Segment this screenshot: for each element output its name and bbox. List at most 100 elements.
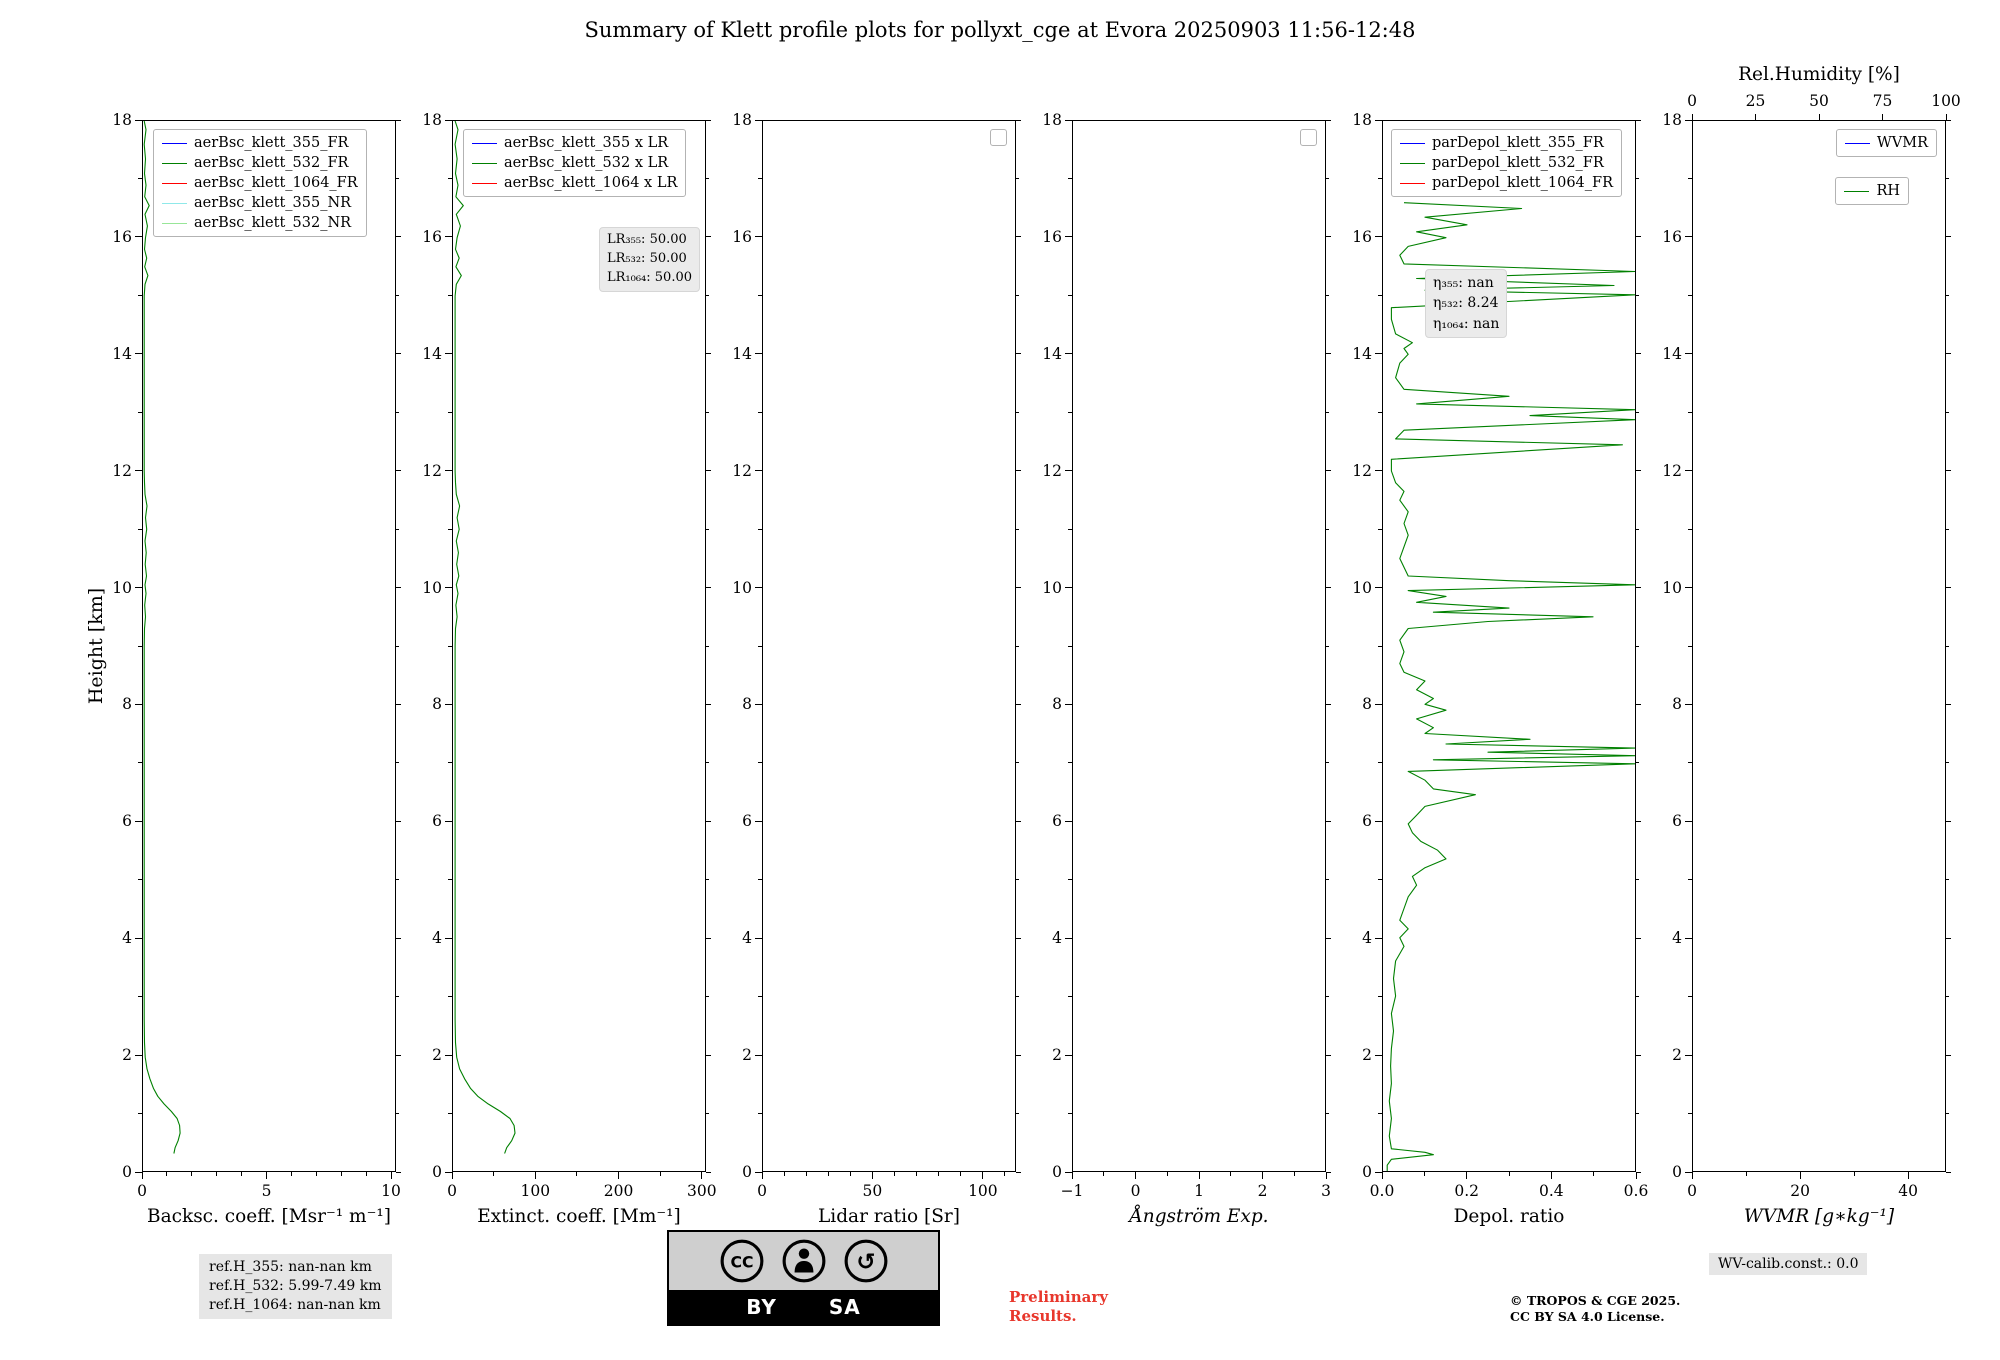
y-minor-tick <box>1068 645 1072 647</box>
legend-label: aerBsc_klett_1064_FR <box>194 175 358 191</box>
y-tick-right <box>1946 587 1951 589</box>
legend-wvmr: WVMR <box>1835 129 1937 157</box>
panel-angstrom_exp <box>1072 120 1326 1172</box>
x-minor-tick <box>191 1172 193 1176</box>
x-axis-label-lidar_ratio: Lidar ratio [Sr] <box>818 1206 960 1227</box>
y-minor-tick-right <box>396 645 399 647</box>
x-tick <box>761 1172 763 1179</box>
y-tick <box>755 937 762 939</box>
y-tick-right <box>1326 119 1331 121</box>
svg-text:CC: CC <box>730 1252 753 1271</box>
y-tick-right <box>1636 587 1641 589</box>
y-tick <box>1685 1054 1692 1056</box>
y-tick <box>755 1054 762 1056</box>
legend-label: aerBsc_klett_532_NR <box>194 215 352 231</box>
y-minor-tick-right <box>1636 762 1639 764</box>
y-tick-right <box>1326 587 1331 589</box>
y-minor-tick <box>448 177 452 179</box>
y-minor-tick <box>138 762 142 764</box>
y-tick-right <box>1016 937 1021 939</box>
y-minor-tick <box>1068 528 1072 530</box>
legend-entry: RH <box>1844 183 1900 199</box>
y-minor-tick <box>1068 177 1072 179</box>
x-minor-tick <box>1423 1172 1425 1176</box>
y-minor-tick-right <box>1636 177 1639 179</box>
y-minor-tick-right <box>1016 996 1019 998</box>
y-tick-label: 0 <box>1362 1163 1372 1181</box>
copyright-note: © TROPOS & CGE 2025. CC BY SA 4.0 Licens… <box>1510 1293 1680 1326</box>
y-tick <box>445 1054 452 1056</box>
x-tick-label: 5 <box>261 1182 272 1200</box>
y-minor-tick-right <box>1016 879 1019 881</box>
y-tick-label: 18 <box>1042 111 1062 129</box>
y-tick <box>135 119 142 121</box>
top-x-tick <box>1945 114 1947 120</box>
y-minor-tick-right <box>1016 411 1019 413</box>
y-tick <box>1375 820 1382 822</box>
y-tick-label: 2 <box>1362 1046 1372 1065</box>
y-minor-tick-right <box>1326 996 1329 998</box>
y-minor-tick-right <box>1016 1113 1019 1115</box>
y-tick-label: 6 <box>432 812 442 831</box>
y-tick-label: 12 <box>1662 461 1682 480</box>
series-aerBsc_klett_532_x_LR <box>454 121 516 1154</box>
x-minor-tick <box>805 1172 807 1176</box>
y-minor-tick <box>758 879 762 881</box>
y-tick-right <box>706 587 711 589</box>
x-axis-label-angstrom_exp: Ångström Exp. <box>1129 1206 1269 1227</box>
x-tick-label: 100 <box>968 1182 998 1200</box>
y-tick <box>1685 470 1692 472</box>
y-tick-right <box>1016 820 1021 822</box>
y-minor-tick <box>1068 294 1072 296</box>
y-tick <box>135 236 142 238</box>
y-minor-tick <box>758 294 762 296</box>
y-minor-tick <box>138 528 142 530</box>
legend-line-sample <box>162 182 187 184</box>
y-tick <box>1375 703 1382 705</box>
lidar_ratio-plot-canvas <box>763 121 1015 1171</box>
y-minor-tick-right <box>396 177 399 179</box>
y-tick-label: 12 <box>1352 461 1372 480</box>
x-tick <box>451 1172 453 1179</box>
y-tick-label: 2 <box>432 1046 442 1065</box>
y-tick <box>1375 1054 1382 1056</box>
y-tick-label: 6 <box>742 812 752 831</box>
y-tick <box>1065 119 1072 121</box>
x-minor-tick <box>894 1172 896 1176</box>
y-minor-tick <box>448 1113 452 1115</box>
y-minor-tick-right <box>706 528 709 530</box>
y-tick-right <box>1636 1054 1641 1056</box>
y-minor-tick <box>1378 1113 1382 1115</box>
y-tick-right <box>396 703 401 705</box>
y-tick-right <box>1016 587 1021 589</box>
y-tick <box>1375 937 1382 939</box>
y-tick-label: 0 <box>432 1163 442 1181</box>
y-minor-tick <box>138 411 142 413</box>
y-tick-label: 4 <box>122 929 132 948</box>
y-minor-tick-right <box>1636 528 1639 530</box>
y-minor-tick <box>1068 879 1072 881</box>
y-minor-tick-right <box>1636 645 1639 647</box>
y-tick-right <box>1326 820 1331 822</box>
y-minor-tick <box>1378 528 1382 530</box>
x-minor-tick <box>938 1172 940 1176</box>
x-minor-tick <box>315 1172 317 1176</box>
y-minor-tick <box>448 528 452 530</box>
legend-line-sample <box>1400 182 1425 184</box>
y-tick-label: 6 <box>1362 812 1372 831</box>
x-minor-tick <box>916 1172 918 1176</box>
y-tick <box>1065 470 1072 472</box>
y-tick <box>135 470 142 472</box>
y-minor-tick-right <box>1326 879 1329 881</box>
x-tick-label: 0 <box>137 1182 147 1200</box>
x-minor-tick <box>659 1172 661 1176</box>
x-minor-tick <box>340 1172 342 1176</box>
y-tick-label: 6 <box>1052 812 1062 831</box>
y-minor-tick <box>1378 879 1382 881</box>
y-minor-tick-right <box>396 528 399 530</box>
legend-entry: aerBsc_klett_355 x LR <box>472 135 677 151</box>
y-tick <box>445 937 452 939</box>
legend-label: aerBsc_klett_532_FR <box>194 155 349 171</box>
y-tick-right <box>706 119 711 121</box>
